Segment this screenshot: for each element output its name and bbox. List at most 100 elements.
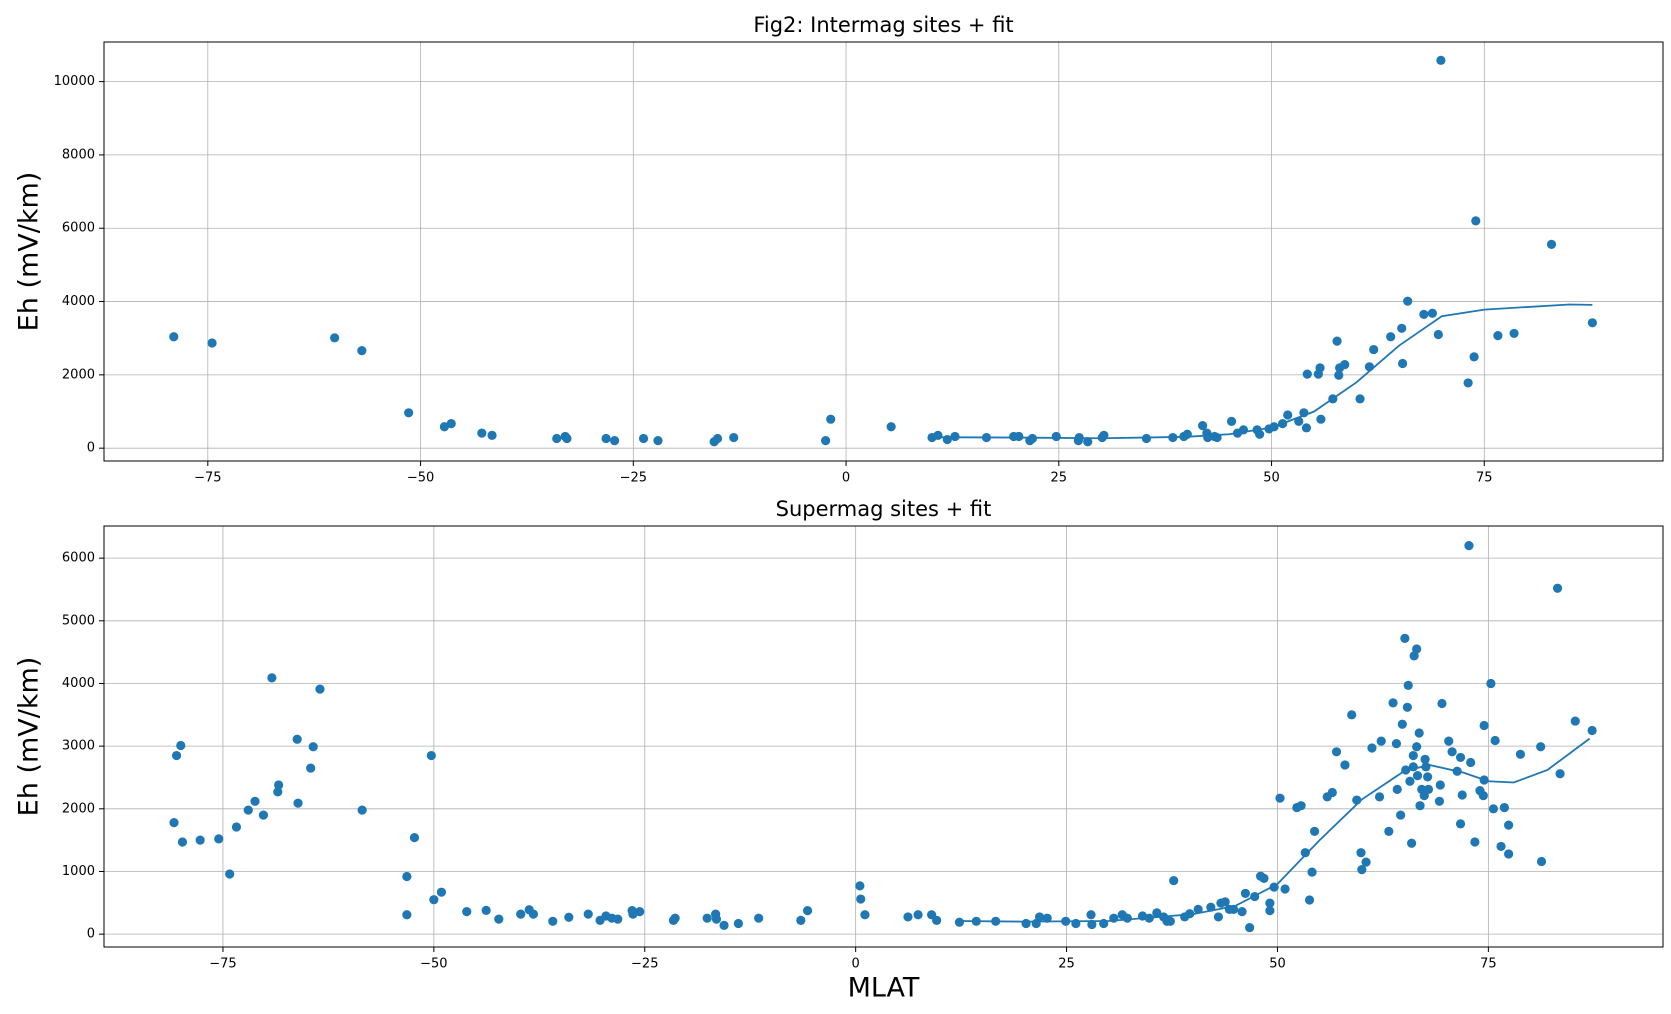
data-point [258, 810, 269, 820]
data-point [1169, 875, 1179, 886]
data-point [1397, 358, 1408, 369]
data-point [1466, 757, 1476, 768]
data-point [1332, 336, 1342, 346]
data-point [171, 750, 182, 761]
subplot: Fig2: Intermag sites + fit Eh (mV/km) −75 −… [14, 13, 1664, 486]
data-point [1499, 802, 1510, 813]
chart-title: Fig2: Intermag sites + fit [753, 13, 1013, 37]
data-point [426, 750, 436, 761]
data-point [1447, 747, 1457, 757]
x-tick-label: 50 [1269, 957, 1286, 972]
chart-title: Supermag sites + fit [776, 497, 992, 521]
data-point [169, 332, 179, 342]
data-point [635, 906, 645, 917]
data-point [357, 346, 367, 356]
data-point [1042, 913, 1052, 923]
data-point [729, 432, 739, 443]
data-point [436, 887, 447, 897]
data-point [402, 871, 412, 882]
data-point [562, 433, 572, 444]
data-point [195, 835, 205, 845]
x-tick-label: −50 [407, 471, 434, 486]
data-point [1141, 433, 1152, 444]
data-point [214, 834, 224, 844]
data-point [1213, 912, 1224, 922]
data-point [1240, 888, 1251, 899]
y-tick-label: 6000 [62, 221, 95, 236]
data-point [821, 436, 831, 446]
data-point [402, 910, 412, 920]
data-point [1087, 919, 1097, 930]
x-axis-label: MLAT [848, 973, 920, 1004]
data-point [1340, 760, 1350, 770]
y-tick-label: 4000 [62, 676, 95, 691]
data-point [1407, 838, 1417, 848]
plot-frame [103, 41, 1664, 462]
data-point [1509, 328, 1519, 339]
data-point [231, 822, 242, 832]
data-point [638, 433, 649, 444]
data-point [357, 805, 367, 815]
data-point [177, 837, 188, 847]
data-point [1315, 363, 1325, 373]
data-point [1587, 318, 1597, 328]
data-point [1470, 837, 1480, 847]
data-point [1436, 55, 1446, 65]
x-tick-label: 75 [1480, 957, 1497, 972]
data-point [308, 742, 318, 752]
data-point [1455, 819, 1466, 829]
data-point [1420, 754, 1430, 764]
y-tick-label: 2000 [62, 367, 95, 382]
x-tick-label: −75 [194, 471, 221, 486]
data-point [855, 881, 865, 891]
y-tick-label: 10000 [54, 74, 95, 89]
data-point [1388, 698, 1398, 708]
data-point [409, 833, 420, 843]
data-point [1463, 378, 1473, 388]
data-point [477, 428, 487, 438]
x-tick-label: 25 [1051, 471, 1068, 486]
data-point [1152, 908, 1162, 918]
data-point [1265, 906, 1275, 916]
data-point [1304, 895, 1315, 905]
data-point [903, 912, 913, 922]
data-point [1536, 742, 1546, 752]
data-point [670, 913, 680, 923]
data-point [481, 905, 491, 915]
data-point [1051, 431, 1061, 442]
data-point [1486, 678, 1496, 689]
y-axis-label: Eh (mV/km) [14, 657, 45, 817]
data-point [860, 910, 870, 920]
data-point [548, 916, 558, 926]
data-point [516, 909, 526, 919]
data-point [1086, 910, 1096, 920]
data-point [243, 805, 253, 815]
data-point [1412, 742, 1422, 752]
data-point [583, 909, 593, 919]
data-point [293, 798, 303, 808]
data-point [954, 917, 965, 927]
data-point [613, 914, 623, 924]
data-point [1307, 867, 1317, 877]
data-point [1504, 820, 1514, 830]
data-point [1034, 912, 1045, 922]
data-point [1255, 429, 1265, 439]
data-point [1412, 644, 1422, 654]
data-point [802, 906, 813, 916]
data-point [176, 740, 186, 751]
data-point [913, 910, 923, 920]
data-point [1396, 810, 1406, 820]
data-point [712, 433, 723, 444]
data-point [1471, 216, 1481, 226]
x-tick-label: 0 [852, 957, 860, 972]
data-point [1198, 421, 1208, 431]
x-tick-label: −25 [631, 957, 658, 972]
data-point [1490, 735, 1500, 746]
data-point [1403, 680, 1413, 690]
data-point [719, 920, 729, 930]
data-point [1369, 344, 1379, 355]
data-point [169, 818, 179, 828]
fit-line [956, 737, 1591, 923]
data-point [1122, 913, 1132, 923]
